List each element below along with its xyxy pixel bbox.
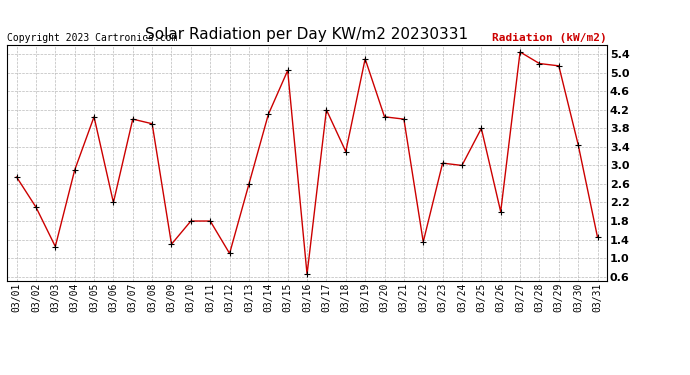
Point <box>244 181 255 187</box>
Point <box>282 68 293 74</box>
Point <box>127 116 138 122</box>
Point <box>592 234 603 240</box>
Text: Radiation (kW/m2): Radiation (kW/m2) <box>493 33 607 43</box>
Point <box>417 239 428 245</box>
Point <box>379 114 390 120</box>
Point <box>553 63 564 69</box>
Point <box>495 209 506 215</box>
Text: Copyright 2023 Cartronics.com: Copyright 2023 Cartronics.com <box>7 33 177 43</box>
Point <box>146 121 157 127</box>
Point <box>515 49 526 55</box>
Point <box>302 271 313 277</box>
Point <box>224 251 235 257</box>
Point <box>534 60 545 66</box>
Point <box>50 243 61 249</box>
Point <box>108 200 119 206</box>
Point <box>30 204 41 210</box>
Point <box>340 148 351 154</box>
Point <box>457 162 468 168</box>
Point <box>573 142 584 148</box>
Point <box>166 241 177 247</box>
Point <box>476 125 487 131</box>
Point <box>186 218 197 224</box>
Point <box>437 160 448 166</box>
Point <box>359 56 371 62</box>
Point <box>205 218 216 224</box>
Point <box>321 107 332 113</box>
Point <box>398 116 409 122</box>
Point <box>11 174 22 180</box>
Point <box>263 111 274 117</box>
Point <box>69 167 80 173</box>
Point <box>88 114 99 120</box>
Title: Solar Radiation per Day KW/m2 20230331: Solar Radiation per Day KW/m2 20230331 <box>146 27 469 42</box>
